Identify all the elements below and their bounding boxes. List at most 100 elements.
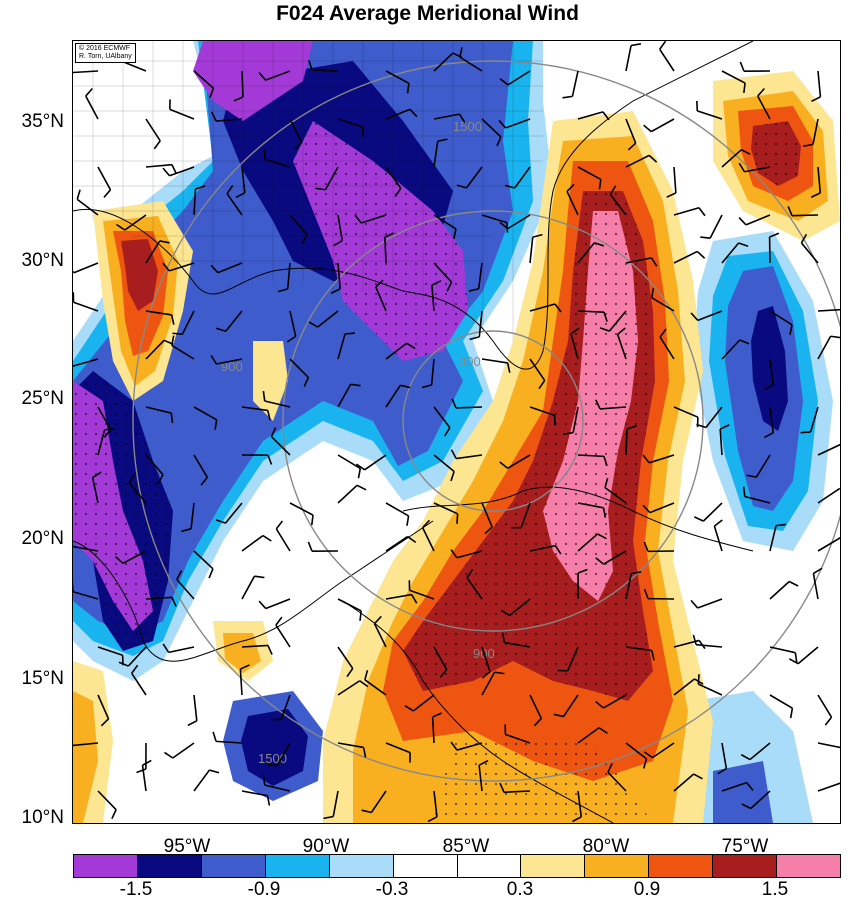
wind-barb-flag <box>105 429 115 430</box>
wind-barb <box>801 243 818 263</box>
wind-barb-flag <box>213 732 216 742</box>
wind-barb-flag <box>358 468 360 478</box>
wind-barb-flag <box>137 769 146 773</box>
wind-barb-flag <box>86 89 93 97</box>
wind-barb-flag <box>714 520 722 526</box>
wind-barb-flag <box>104 190 111 198</box>
wind-barb <box>651 119 674 132</box>
wind-barb <box>770 581 789 599</box>
wind-barb <box>74 302 98 311</box>
credit-line: R. Torn, UAlbany <box>79 53 132 61</box>
wind-barb <box>770 647 795 653</box>
wind-barb-flag <box>77 190 80 200</box>
wind-barb <box>266 599 290 609</box>
wind-barb <box>146 165 172 167</box>
wind-barb-flag <box>825 717 831 725</box>
wind-barb <box>770 695 792 708</box>
map-title: F024 Average Meridional Wind <box>0 2 855 26</box>
latitude-label: 35°N <box>0 111 64 133</box>
wind-barb <box>169 647 194 652</box>
credit-line: © 2016 ECMWF <box>79 45 132 53</box>
wind-barb <box>86 96 98 119</box>
wind-barb-flag <box>154 141 160 149</box>
wind-barb <box>482 359 508 363</box>
wind-barb-flag <box>563 96 573 97</box>
colorbar-swatch <box>649 855 713 877</box>
colorbar-swatch <box>521 855 585 877</box>
wind-barb <box>818 782 840 791</box>
wind-barb-flag <box>259 601 266 608</box>
wind-barb-flag <box>744 487 745 497</box>
latitude-label: 10°N <box>0 807 64 829</box>
wind-barb-flag <box>209 770 219 773</box>
wind-barb <box>792 215 818 216</box>
contour-label: 300 <box>459 354 481 369</box>
wind-barb-flag <box>209 569 213 578</box>
wind-barb-flag <box>740 62 744 71</box>
wind-barb-flag <box>360 611 361 621</box>
wind-barb-flag <box>699 208 705 216</box>
wind-barb <box>674 208 699 215</box>
wind-barb-flag <box>164 752 172 758</box>
wind-barb-flag <box>801 432 811 433</box>
colorbar-swatch <box>138 855 202 877</box>
wind-barb <box>73 71 98 73</box>
wind-barb <box>194 770 209 791</box>
wind-barb-flag <box>791 708 793 718</box>
wind-barb <box>674 167 676 193</box>
wind-barb <box>626 45 631 71</box>
wind-barb-flag <box>795 653 796 663</box>
wind-barb-flag <box>73 265 74 272</box>
wind-barb-flag <box>312 515 313 525</box>
wind-barb-flag <box>308 542 312 551</box>
colorbar-label: -1.5 <box>106 879 166 901</box>
wind-barb-flag <box>263 536 271 541</box>
wind-barb-flag <box>700 237 710 238</box>
wind-barb <box>703 503 722 521</box>
wind-barb-flag <box>831 336 840 337</box>
colorbar-swatch <box>713 855 777 877</box>
colorbar-label: 1.5 <box>745 879 805 901</box>
wind-barb <box>276 529 290 551</box>
wind-barb <box>456 407 482 408</box>
wind-barb <box>312 70 338 71</box>
colorbar-swatch <box>266 855 330 877</box>
wind-barb <box>98 167 110 190</box>
wind-barb-flag <box>172 333 182 334</box>
latitude-label: 25°N <box>0 388 64 410</box>
colorbar-label: 0.3 <box>490 879 550 901</box>
wind-barb-flag <box>112 810 116 819</box>
wind-barb <box>173 743 194 758</box>
wind-barb <box>242 71 243 97</box>
wind-barb <box>276 625 290 647</box>
colorbar-swatch <box>202 855 266 877</box>
wind-barb <box>626 429 627 455</box>
wind-barb <box>77 199 98 215</box>
colorbar-label: 0.9 <box>617 879 677 901</box>
wind-barb-flag <box>644 125 652 131</box>
wind-barb-flag <box>357 485 366 489</box>
wind-barb-flag <box>739 218 746 225</box>
colorbar-label: -0.3 <box>362 879 422 901</box>
wind-barb-flag <box>694 517 703 521</box>
colorbar <box>73 854 841 878</box>
wind-barb-flag <box>254 576 264 577</box>
map-canvas: 1500 900 300 900 1500 <box>73 41 840 823</box>
wind-barb-flag <box>697 251 704 258</box>
colorbar-swatch <box>777 855 840 877</box>
wind-barb <box>818 309 840 311</box>
wind-barb-flag <box>264 149 265 159</box>
wind-barb <box>74 263 98 273</box>
wind-barb-flag <box>276 521 282 529</box>
wind-barb-flag <box>691 600 698 608</box>
wind-barb-flag <box>188 721 197 726</box>
wind-barb-flag <box>345 333 355 334</box>
colorbar-label: -0.9 <box>234 879 294 901</box>
wind-barb <box>578 311 604 312</box>
colorbar-swatch <box>74 855 138 877</box>
wind-barb-flag <box>407 516 409 526</box>
latitude-label: 30°N <box>0 250 64 272</box>
wind-barb <box>242 576 254 599</box>
contour-label: 1500 <box>453 119 482 134</box>
colorbar-swatch <box>458 855 522 877</box>
